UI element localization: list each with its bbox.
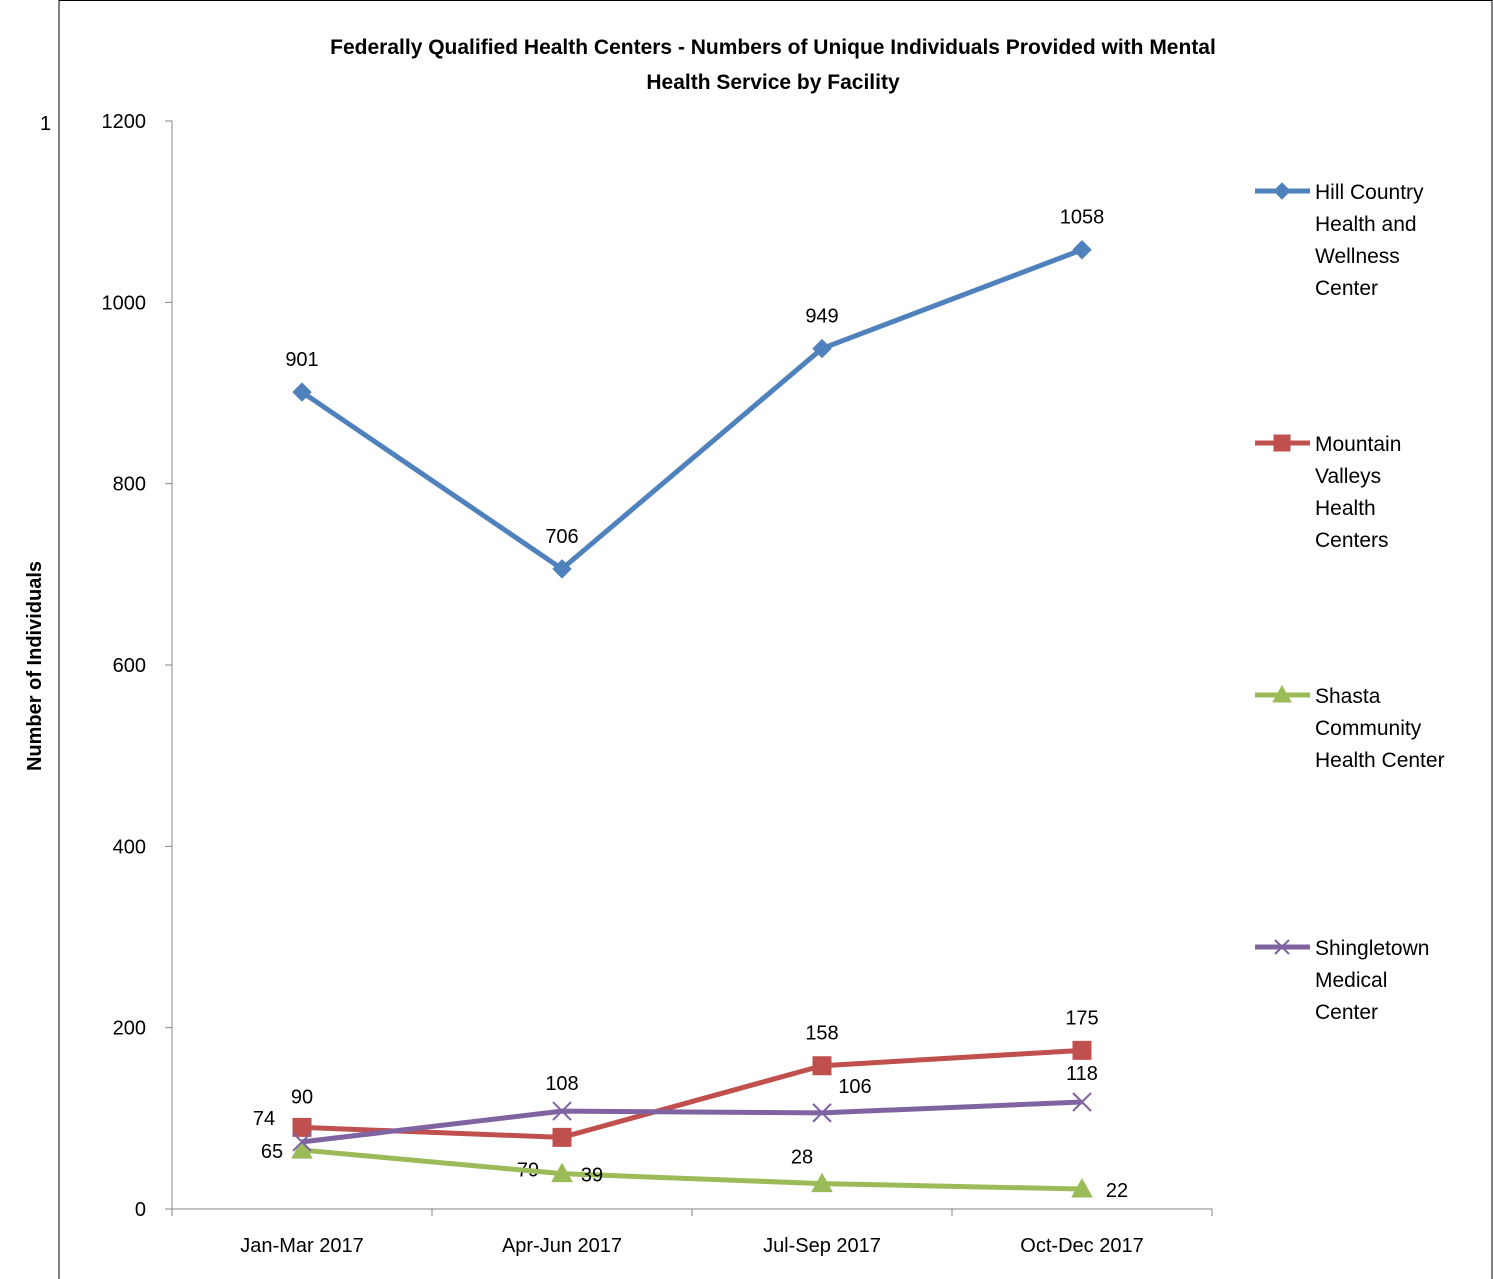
data-label-shingletown-medical-center: 74 bbox=[253, 1108, 275, 1130]
legend-item-mountain-valleys-health-centers: Mountain Valleys Health Centers bbox=[1255, 433, 1401, 552]
legend-label: Shingletown bbox=[1315, 937, 1429, 960]
legend-label: Mountain bbox=[1315, 433, 1401, 456]
data-point-shasta-community-health-center bbox=[811, 1172, 833, 1193]
legend-label: Shasta bbox=[1315, 685, 1381, 708]
data-point-shasta-community-health-center bbox=[1071, 1178, 1093, 1198]
data-point-mountain-valleys-health-centers bbox=[812, 1056, 832, 1076]
data-label-shingletown-medical-center: 118 bbox=[1066, 1063, 1098, 1085]
x-tick-label: Jan-Mar 2017 bbox=[240, 1235, 363, 1257]
stray-mark: 1 bbox=[40, 113, 51, 135]
series-hill-country-health-and-wellness-center: 901 706 949 1058 bbox=[285, 207, 1105, 579]
data-point-shingletown-medical-center bbox=[292, 1132, 312, 1152]
data-point-mountain-valleys-health-centers bbox=[292, 1117, 312, 1137]
chart-title: Federally Qualified Health Centers - Num… bbox=[330, 36, 1216, 94]
data-point-shingletown-medical-center bbox=[552, 1101, 572, 1121]
data-point-shasta-community-health-center bbox=[551, 1162, 573, 1183]
legend-marker bbox=[1273, 182, 1291, 200]
series-line-shingletown-medical-center bbox=[301, 1099, 1083, 1145]
legend-label: Center bbox=[1315, 277, 1378, 300]
y-tick-label: 800 bbox=[113, 474, 146, 496]
x-tick-label: Oct-Dec 2017 bbox=[1020, 1235, 1143, 1257]
y-tick-label: 1000 bbox=[102, 292, 147, 314]
data-label-mountain-valleys-health-centers: 175 bbox=[1065, 1007, 1098, 1029]
data-label-shingletown-medical-center: 106 bbox=[838, 1076, 871, 1098]
data-label-hill-country-health-and-wellness-center: 901 bbox=[285, 349, 318, 371]
legend-item-hill-country-health-and-wellness-center: Hill Country Health and Wellness Center bbox=[1255, 181, 1424, 300]
axes: 0 200 400 600 800 1000 1200 Jan-Mar 2017 Apr-Jun… bbox=[102, 111, 1213, 1257]
y-tick-label: 1200 bbox=[102, 111, 147, 133]
data-label-hill-country-health-and-wellness-center: 706 bbox=[545, 526, 578, 548]
chart-title-line-2: Health Service by Facility bbox=[646, 71, 900, 94]
legend-label: Center bbox=[1315, 1001, 1378, 1024]
legend-marker bbox=[1274, 939, 1290, 955]
series-shingletown-medical-center: 74 108 106 118 bbox=[253, 1063, 1098, 1152]
data-label-hill-country-health-and-wellness-center: 1058 bbox=[1060, 207, 1105, 229]
x-tick-label: Apr-Jun 2017 bbox=[502, 1235, 622, 1257]
legend-label: Valleys bbox=[1315, 465, 1381, 488]
data-point-hill-country-health-and-wellness-center bbox=[552, 559, 572, 579]
series-line-mountain-valleys-health-centers bbox=[301, 1047, 1083, 1140]
data-point-shingletown-medical-center bbox=[1072, 1092, 1092, 1112]
legend-label: Health bbox=[1315, 497, 1376, 520]
legend-marker bbox=[1273, 434, 1291, 452]
legend-label: Community bbox=[1315, 717, 1422, 740]
legend-label: Hill Country bbox=[1315, 181, 1424, 204]
data-label-shasta-community-health-center: 39 bbox=[581, 1165, 603, 1187]
legend-item-shingletown-medical-center: Shingletown Medical Center bbox=[1255, 937, 1429, 1024]
y-axis-label: Number of Individuals bbox=[24, 561, 46, 771]
x-tick-label: Jul-Sep 2017 bbox=[763, 1235, 881, 1257]
data-label-shingletown-medical-center: 108 bbox=[545, 1073, 578, 1095]
data-point-shasta-community-health-center bbox=[291, 1139, 313, 1159]
data-point-mountain-valleys-health-centers bbox=[552, 1127, 572, 1147]
legend: Hill Country Health and Wellness Center Moun… bbox=[1255, 181, 1445, 1024]
y-tick-label: 400 bbox=[113, 836, 146, 858]
data-label-shasta-community-health-center: 28 bbox=[791, 1147, 813, 1169]
chart-frame bbox=[58, 0, 1493, 1279]
series-line-shasta-community-health-center bbox=[301, 1147, 1083, 1192]
series-shasta-community-health-center: 65 39 28 22 bbox=[261, 1139, 1128, 1202]
data-label-mountain-valleys-health-centers: 90 bbox=[291, 1086, 313, 1108]
legend-item-shasta-community-health-center: Shasta Community Health Center bbox=[1255, 684, 1445, 772]
y-tick-label: 600 bbox=[113, 655, 146, 677]
data-label-shasta-community-health-center: 65 bbox=[261, 1141, 283, 1163]
series-line-hill-country-health-and-wellness-center bbox=[300, 247, 1083, 572]
data-point-hill-country-health-and-wellness-center bbox=[1072, 240, 1092, 260]
legend-label: Wellness bbox=[1315, 245, 1400, 268]
data-point-mountain-valleys-health-centers bbox=[1072, 1040, 1092, 1060]
legend-label: Health and bbox=[1315, 213, 1417, 236]
data-label-shasta-community-health-center: 22 bbox=[1106, 1180, 1128, 1202]
data-point-hill-country-health-and-wellness-center bbox=[292, 382, 312, 402]
y-tick-label: 200 bbox=[113, 1018, 146, 1040]
data-label-mountain-valleys-health-centers: 158 bbox=[805, 1023, 838, 1045]
chart-title-line-1: Federally Qualified Health Centers - Num… bbox=[330, 36, 1216, 59]
legend-label: Centers bbox=[1315, 529, 1389, 552]
data-label-hill-country-health-and-wellness-center: 949 bbox=[805, 306, 838, 328]
legend-label: Medical bbox=[1315, 969, 1387, 992]
data-point-shingletown-medical-center bbox=[812, 1103, 832, 1123]
legend-label: Health Center bbox=[1315, 749, 1445, 772]
y-tick-label: 0 bbox=[135, 1199, 146, 1221]
data-point-hill-country-health-and-wellness-center bbox=[812, 338, 832, 359]
legend-marker bbox=[1272, 684, 1292, 703]
